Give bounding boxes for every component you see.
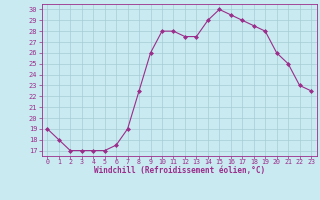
X-axis label: Windchill (Refroidissement éolien,°C): Windchill (Refroidissement éolien,°C) [94, 166, 265, 175]
